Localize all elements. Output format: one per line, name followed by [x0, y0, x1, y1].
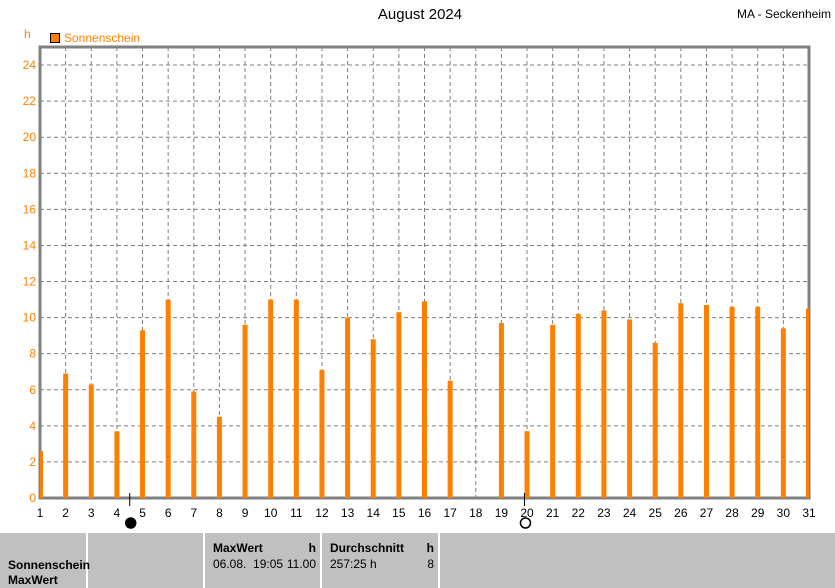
x-tick-label: 20	[520, 506, 534, 520]
x-tick-label: 16	[418, 506, 432, 520]
bar-day-15	[396, 312, 402, 498]
y-tick-label: 16	[23, 202, 37, 216]
footer-avg: Durchschnitt h 257:25 h 8	[322, 533, 440, 588]
x-tick-label: 4	[114, 506, 121, 520]
x-tick-label: 5	[139, 506, 146, 520]
x-tick-label: 13	[341, 506, 355, 520]
x-tick-label: 17	[443, 506, 457, 520]
max-value: 11.00	[286, 557, 316, 571]
bar-day-1	[40, 451, 43, 498]
max-header: MaxWert	[213, 541, 263, 555]
x-tick-label: 27	[700, 506, 714, 520]
y-tick-label: 18	[23, 166, 37, 180]
x-tick-label: 15	[392, 506, 406, 520]
bar-day-23	[601, 310, 607, 498]
x-tick-label: 26	[674, 506, 688, 520]
x-tick-label: 8	[216, 506, 223, 520]
y-tick-label: 20	[23, 130, 37, 144]
x-tick-label: 7	[190, 506, 197, 520]
x-tick-label: 31	[802, 506, 816, 520]
x-tick-label: 22	[572, 506, 586, 520]
x-tick-label: 1	[37, 506, 44, 520]
x-tick-label: 10	[264, 506, 278, 520]
bar-day-4	[114, 431, 120, 498]
bar-day-8	[216, 416, 222, 498]
x-tick-label: 29	[751, 506, 765, 520]
bar-day-29	[755, 306, 761, 498]
bar-day-24	[627, 319, 633, 498]
bar-day-31	[806, 308, 809, 498]
x-tick-label: 24	[623, 506, 637, 520]
legend-swatch	[50, 33, 60, 43]
full-moon-icon	[519, 517, 532, 529]
x-tick-label: 23	[597, 506, 611, 520]
bar-day-7	[191, 391, 197, 498]
bar-day-12	[319, 369, 325, 498]
row-label-maxwert: MaxWert	[8, 573, 58, 587]
y-tick-label: 24	[23, 58, 37, 72]
bar-day-16	[422, 301, 427, 498]
max-date: 06.08. 19:05	[213, 557, 284, 571]
bar-day-10	[268, 299, 274, 498]
bar-day-17	[447, 380, 453, 498]
legend-label: Sonnenschein	[64, 31, 140, 45]
bar-day-2	[63, 373, 69, 498]
x-tick-label: 14	[367, 506, 381, 520]
y-tick-label: 8	[29, 347, 36, 361]
bar-day-21	[550, 324, 556, 498]
footer-empty	[88, 533, 205, 588]
avg-total: 257:25 h	[330, 557, 377, 571]
x-tick-label: 30	[777, 506, 791, 520]
y-tick-label: 2	[29, 455, 36, 469]
bar-day-20	[524, 431, 530, 498]
x-tick-label: 18	[469, 506, 483, 520]
bar-day-5	[140, 330, 146, 498]
footer-max: MaxWert h 06.08. 19:05 11.00	[205, 533, 322, 588]
y-tick-label: 14	[23, 238, 37, 252]
x-tick-label: 11	[290, 506, 303, 520]
bar-day-6	[165, 299, 171, 498]
x-tick-label: 9	[242, 506, 249, 520]
bar-day-25	[652, 342, 658, 498]
avg-value: 8	[427, 557, 434, 571]
x-tick-label: 21	[546, 506, 560, 520]
footer-labels: Sonnenschein MaxWert	[0, 533, 91, 588]
station-name: MA - Seckenheim	[736, 7, 831, 21]
bar-day-11	[293, 299, 299, 498]
summary-footer: Sonnenschein MaxWert MaxWert h 06.08. 19…	[0, 533, 835, 588]
new-moon-icon	[124, 517, 137, 529]
avg-unit: h	[426, 541, 434, 555]
max-unit: h	[308, 541, 316, 555]
y-tick-label: 12	[23, 275, 37, 289]
x-tick-label: 28	[725, 506, 739, 520]
bar-day-27	[703, 304, 709, 498]
chart-title: August 2024	[377, 6, 463, 23]
x-tick-label: 2	[62, 506, 69, 520]
y-axis-unit: h	[24, 27, 31, 41]
x-tick-label: 12	[315, 506, 329, 520]
bar-day-26	[678, 303, 684, 498]
row-label-sonnenschein: Sonnenschein	[8, 558, 91, 572]
bar-day-22	[575, 313, 581, 498]
avg-header: Durchschnitt	[330, 541, 405, 555]
y-tick-label: 10	[23, 311, 37, 325]
bar-day-14	[370, 339, 376, 498]
x-tick-label: 6	[165, 506, 172, 520]
y-tick-label: 6	[29, 383, 36, 397]
bar-day-28	[729, 306, 735, 498]
bar-day-9	[242, 324, 248, 498]
y-tick-label: 0	[29, 491, 36, 505]
bar-day-19	[498, 323, 504, 498]
x-tick-label: 25	[649, 506, 663, 520]
y-tick-label: 22	[23, 94, 37, 108]
bar-day-3	[88, 384, 94, 498]
bar-day-13	[345, 317, 351, 498]
x-tick-label: 19	[495, 506, 509, 520]
bar-day-30	[780, 328, 786, 498]
x-tick-label: 3	[88, 506, 95, 520]
y-tick-label: 4	[29, 419, 36, 433]
